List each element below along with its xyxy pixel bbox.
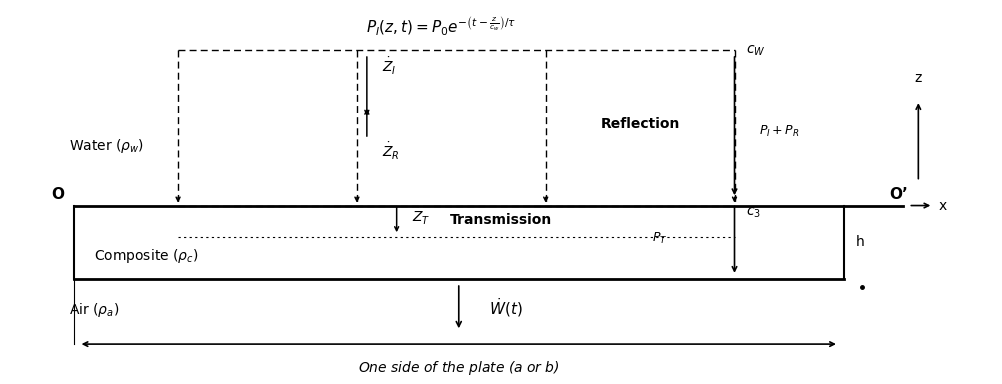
Text: $P_T$: $P_T$ bbox=[652, 231, 667, 247]
Text: Transmission: Transmission bbox=[450, 214, 552, 227]
Text: Reflection: Reflection bbox=[600, 117, 679, 131]
Text: Composite ($\rho_c$): Composite ($\rho_c$) bbox=[93, 247, 198, 265]
Text: z: z bbox=[915, 71, 922, 86]
Text: Water ($\rho_w$): Water ($\rho_w$) bbox=[69, 137, 144, 156]
Text: $P_I(z,t) = P_0 e^{-\left(t - \frac{z}{c_w}\right)/\tau}$: $P_I(z,t) = P_0 e^{-\left(t - \frac{z}{c… bbox=[367, 15, 516, 38]
Text: $\dot{Z}_R$: $\dot{Z}_R$ bbox=[382, 141, 400, 162]
Text: One side of the plate ($a$ or $b$): One side of the plate ($a$ or $b$) bbox=[358, 359, 560, 377]
Text: $c_W$: $c_W$ bbox=[746, 43, 766, 58]
Text: $\dot{Z}_T$: $\dot{Z}_T$ bbox=[412, 205, 430, 227]
Text: $c_3$: $c_3$ bbox=[746, 205, 762, 220]
Text: $\dot{Z}_I$: $\dot{Z}_I$ bbox=[382, 56, 397, 77]
Text: $P_I + P_R$: $P_I + P_R$ bbox=[759, 124, 800, 139]
Text: $\dot{W}(t)$: $\dot{W}(t)$ bbox=[489, 296, 522, 319]
Text: O: O bbox=[51, 187, 64, 202]
Text: O’: O’ bbox=[890, 187, 909, 202]
Text: x: x bbox=[938, 199, 947, 212]
Text: h: h bbox=[856, 235, 865, 250]
Text: Air ($\rho_a$): Air ($\rho_a$) bbox=[69, 301, 119, 319]
